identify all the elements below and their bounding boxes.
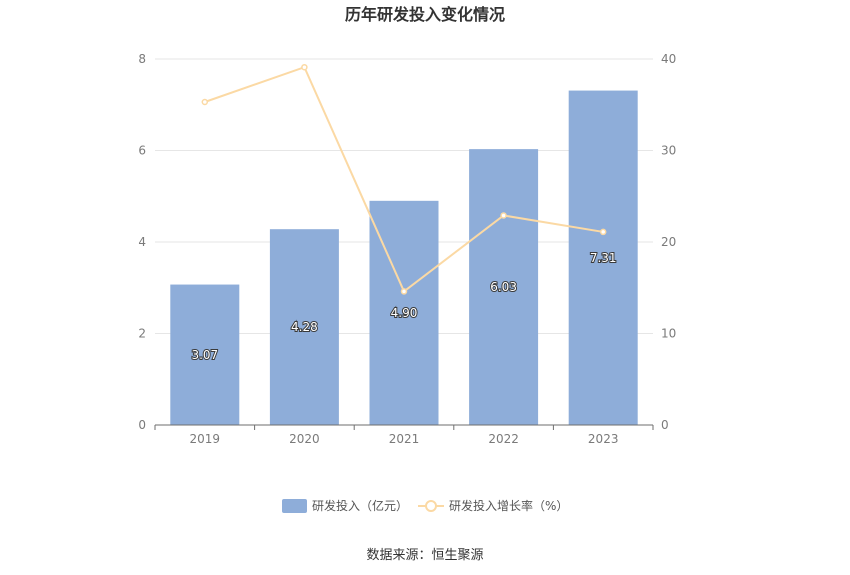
left-axis-tick-label: 0	[138, 418, 146, 432]
growth-rate-point-2021[interactable]	[400, 288, 408, 295]
right-axis-tick-label: 10	[661, 327, 676, 341]
growth-rate-point-2019[interactable]	[201, 98, 209, 106]
chart-title: 历年研发投入变化情况	[345, 5, 505, 24]
line-series	[201, 63, 607, 295]
right-axis-tick-label: 40	[661, 52, 676, 66]
x-axis-tick-label: 2022	[488, 432, 519, 446]
left-axis-tick-label: 4	[138, 235, 146, 249]
x-axis-tick-label: 2019	[190, 432, 221, 446]
bar-data-labels: 3.07 4.28 4.90 6.03 7.31	[190, 250, 617, 363]
growth-rate-point-2020[interactable]	[301, 63, 308, 71]
right-axis-tick-label: 30	[661, 144, 676, 158]
bar-value-label: 4.90	[391, 306, 418, 320]
bar-value-label: 4.28	[291, 320, 318, 334]
growth-rate-point-2022[interactable]	[500, 212, 507, 219]
legend-bar-label: 研发投入（亿元）	[312, 498, 408, 513]
x-axis-tick-label: 2023	[588, 432, 619, 446]
bar-2019[interactable]	[170, 284, 240, 425]
bar-2022[interactable]	[469, 149, 539, 425]
source-note: 数据来源：恒生聚源	[366, 548, 483, 563]
right-axis-tick-label: 0	[661, 418, 669, 432]
x-axis-tick-label: 2021	[389, 432, 420, 446]
x-axis-tick-label: 2020	[289, 432, 320, 446]
growth-rate-point-2023[interactable]	[599, 228, 607, 236]
bar-value-label: 6.03	[490, 280, 517, 294]
legend-line-marker	[425, 500, 437, 512]
x-axis-ticks: 2019 2020 2021 2022 2023	[154, 425, 654, 446]
legend-item-bar[interactable]: 研发投入（亿元）	[282, 498, 408, 513]
bar-2023[interactable]	[568, 90, 638, 425]
legend-item-line[interactable]: 研发投入增长率（%）	[418, 498, 568, 513]
bar-series	[170, 90, 638, 425]
bar-value-label: 7.31	[590, 251, 617, 265]
left-axis-tick-label: 6	[138, 144, 146, 158]
legend: 研发投入（亿元） 研发投入增长率（%）	[282, 498, 568, 513]
left-axis-tick-label: 2	[138, 327, 146, 341]
bar-value-label: 3.07	[191, 348, 218, 362]
left-axis-ticks: 0 2 4 6 8	[138, 52, 146, 432]
right-axis-tick-label: 20	[661, 235, 676, 249]
right-axis-ticks: 0 10 20 30 40	[661, 52, 676, 432]
legend-bar-swatch	[282, 499, 307, 513]
legend-line-label: 研发投入增长率（%）	[449, 498, 568, 513]
left-axis-tick-label: 8	[138, 52, 146, 66]
bar-2020[interactable]	[269, 229, 339, 425]
